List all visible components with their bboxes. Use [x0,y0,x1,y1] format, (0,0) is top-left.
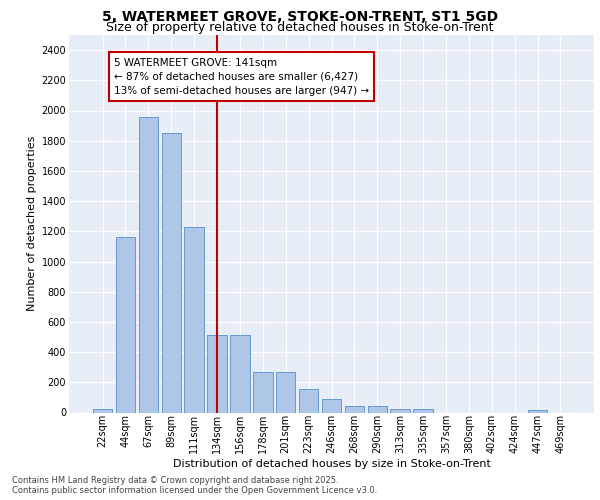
Bar [184,227,204,412]
Bar [276,372,295,412]
X-axis label: Distribution of detached houses by size in Stoke-on-Trent: Distribution of detached houses by size … [173,459,490,469]
Text: 5, WATERMEET GROVE, STOKE-ON-TRENT, ST1 5GD: 5, WATERMEET GROVE, STOKE-ON-TRENT, ST1 … [102,10,498,24]
Text: Size of property relative to detached houses in Stoke-on-Trent: Size of property relative to detached ho… [106,22,494,35]
Bar [208,334,227,412]
Bar [413,410,433,412]
Text: Contains HM Land Registry data © Crown copyright and database right 2025.: Contains HM Land Registry data © Crown c… [12,476,338,485]
Text: 5 WATERMEET GROVE: 141sqm
← 87% of detached houses are smaller (6,427)
13% of se: 5 WATERMEET GROVE: 141sqm ← 87% of detac… [114,58,369,96]
Bar [93,408,112,412]
Bar [368,406,387,412]
Bar [344,406,364,412]
Y-axis label: Number of detached properties: Number of detached properties [28,136,37,312]
Bar [139,116,158,412]
Bar [161,133,181,412]
Bar [528,410,547,412]
Bar [322,399,341,412]
Bar [253,372,272,412]
Bar [116,238,135,412]
Bar [391,408,410,412]
Text: Contains public sector information licensed under the Open Government Licence v3: Contains public sector information licen… [12,486,377,495]
Bar [299,389,319,412]
Bar [230,334,250,412]
